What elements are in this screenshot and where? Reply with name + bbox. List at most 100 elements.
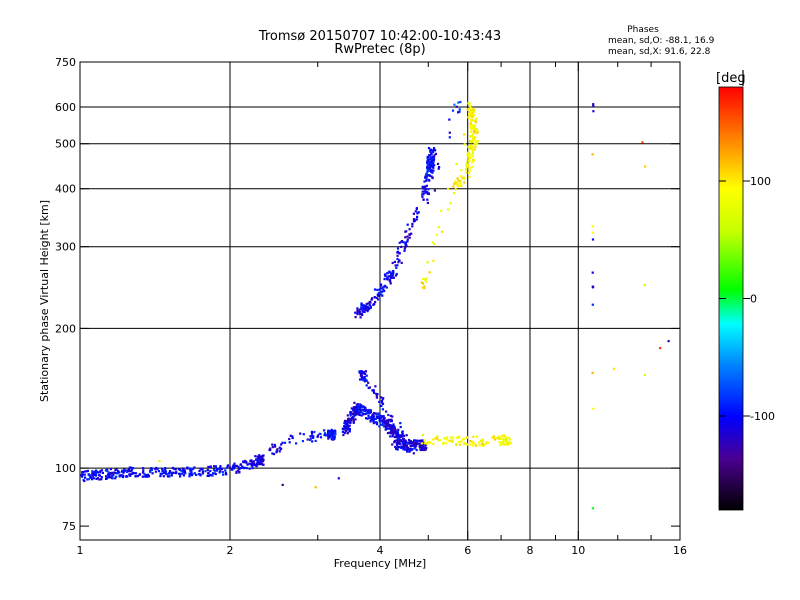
scatter-point	[329, 435, 332, 438]
scatter-point	[214, 465, 217, 468]
scatter-point	[413, 219, 417, 222]
scatter-point	[163, 469, 166, 472]
scatter-point	[403, 249, 406, 252]
scatter-point	[343, 419, 347, 422]
scatter-point	[476, 140, 479, 143]
scatter-point	[333, 437, 336, 440]
scatter-point	[410, 442, 413, 445]
scatter-point	[376, 288, 379, 291]
grid-lines	[80, 62, 680, 540]
scatter-point	[156, 467, 159, 470]
scatter-point	[143, 472, 146, 475]
scatter-point	[458, 182, 461, 185]
scatter-point	[209, 465, 212, 468]
scatter-point	[405, 434, 408, 437]
scatter-point	[295, 442, 298, 445]
scatter-point	[397, 437, 400, 440]
scatter-point	[383, 416, 386, 420]
scatter-point	[397, 435, 400, 438]
scatter-point	[360, 312, 363, 315]
scatter-point	[274, 445, 277, 448]
scatter-point	[349, 414, 352, 417]
scatter-point	[458, 443, 462, 446]
scatter-point	[405, 448, 409, 451]
scatter-point	[381, 290, 384, 293]
scatter-point	[396, 438, 399, 441]
scatter-point	[353, 401, 356, 404]
scatter-point	[151, 472, 154, 475]
scatter-point	[393, 428, 396, 431]
scatter-point	[359, 378, 362, 381]
scatter-point	[483, 443, 486, 446]
scatter-point	[384, 275, 387, 278]
scatter-point	[260, 462, 263, 466]
scatter-point	[371, 389, 374, 392]
scatter-point	[134, 475, 137, 478]
scatter-point	[363, 408, 366, 411]
scatter-point	[146, 473, 150, 476]
stats-heading: Phases	[627, 25, 659, 35]
scatter-point	[366, 306, 369, 309]
scatter-point	[251, 461, 254, 464]
scatter-point	[591, 371, 594, 374]
scatter-point	[390, 420, 393, 423]
scatter-point	[232, 464, 235, 467]
scatter-point	[164, 467, 167, 470]
scatter-point	[356, 404, 359, 407]
scatter-point	[142, 467, 145, 470]
scatter-point	[376, 293, 379, 296]
scatter-point	[392, 423, 395, 426]
scatter-point	[428, 271, 431, 274]
scatter-point	[465, 162, 468, 165]
scatter-point	[436, 437, 439, 440]
scatter-point	[424, 175, 427, 178]
scatter-point	[400, 261, 403, 264]
scatter-point	[364, 380, 367, 383]
scatter-point	[394, 274, 398, 277]
scatter-point	[453, 103, 456, 106]
scatter-point	[467, 171, 471, 174]
scatter-point	[457, 179, 460, 182]
scatter-point	[434, 437, 437, 440]
scatter-point	[591, 225, 594, 228]
scatter-point	[149, 469, 152, 472]
scatter-point	[385, 427, 388, 430]
scatter-point	[376, 413, 379, 416]
scatter-point	[405, 441, 409, 444]
scatter-point	[170, 471, 173, 474]
y-tick-label: 300	[55, 241, 76, 254]
scatter-point	[113, 471, 116, 474]
scatter-point	[350, 417, 353, 420]
scatter-point	[447, 187, 450, 190]
scatter-point	[374, 385, 377, 388]
scatter-point	[150, 468, 154, 471]
scatter-point	[200, 468, 203, 471]
y-axis-label: Stationary phase Virtual Height [km]	[38, 200, 51, 402]
scatter-point	[456, 183, 459, 186]
scatter-point	[424, 443, 427, 446]
scatter-point	[278, 446, 281, 449]
scatter-point	[433, 147, 436, 150]
scatter-point	[459, 174, 462, 178]
scatter-point	[129, 473, 132, 476]
scatter-point	[395, 266, 398, 269]
scatter-point	[469, 130, 473, 133]
scatter-point	[251, 462, 255, 465]
scatter-point	[288, 437, 291, 441]
scatter-point	[474, 444, 478, 447]
scatter-point	[429, 157, 432, 160]
scatter-point	[345, 420, 348, 423]
scatter-point	[371, 297, 374, 300]
scatter-point	[428, 163, 431, 166]
scatter-point	[105, 477, 108, 480]
scatter-point	[471, 146, 474, 149]
scatter-point	[239, 463, 243, 466]
scatter-point	[404, 439, 407, 442]
scatter-point	[591, 303, 594, 306]
scatter-point	[181, 467, 185, 470]
scatter-point	[348, 427, 351, 431]
scatter-point	[329, 430, 332, 433]
scatter-point	[350, 407, 353, 410]
scatter-point	[250, 464, 253, 467]
scatter-point	[360, 406, 363, 409]
